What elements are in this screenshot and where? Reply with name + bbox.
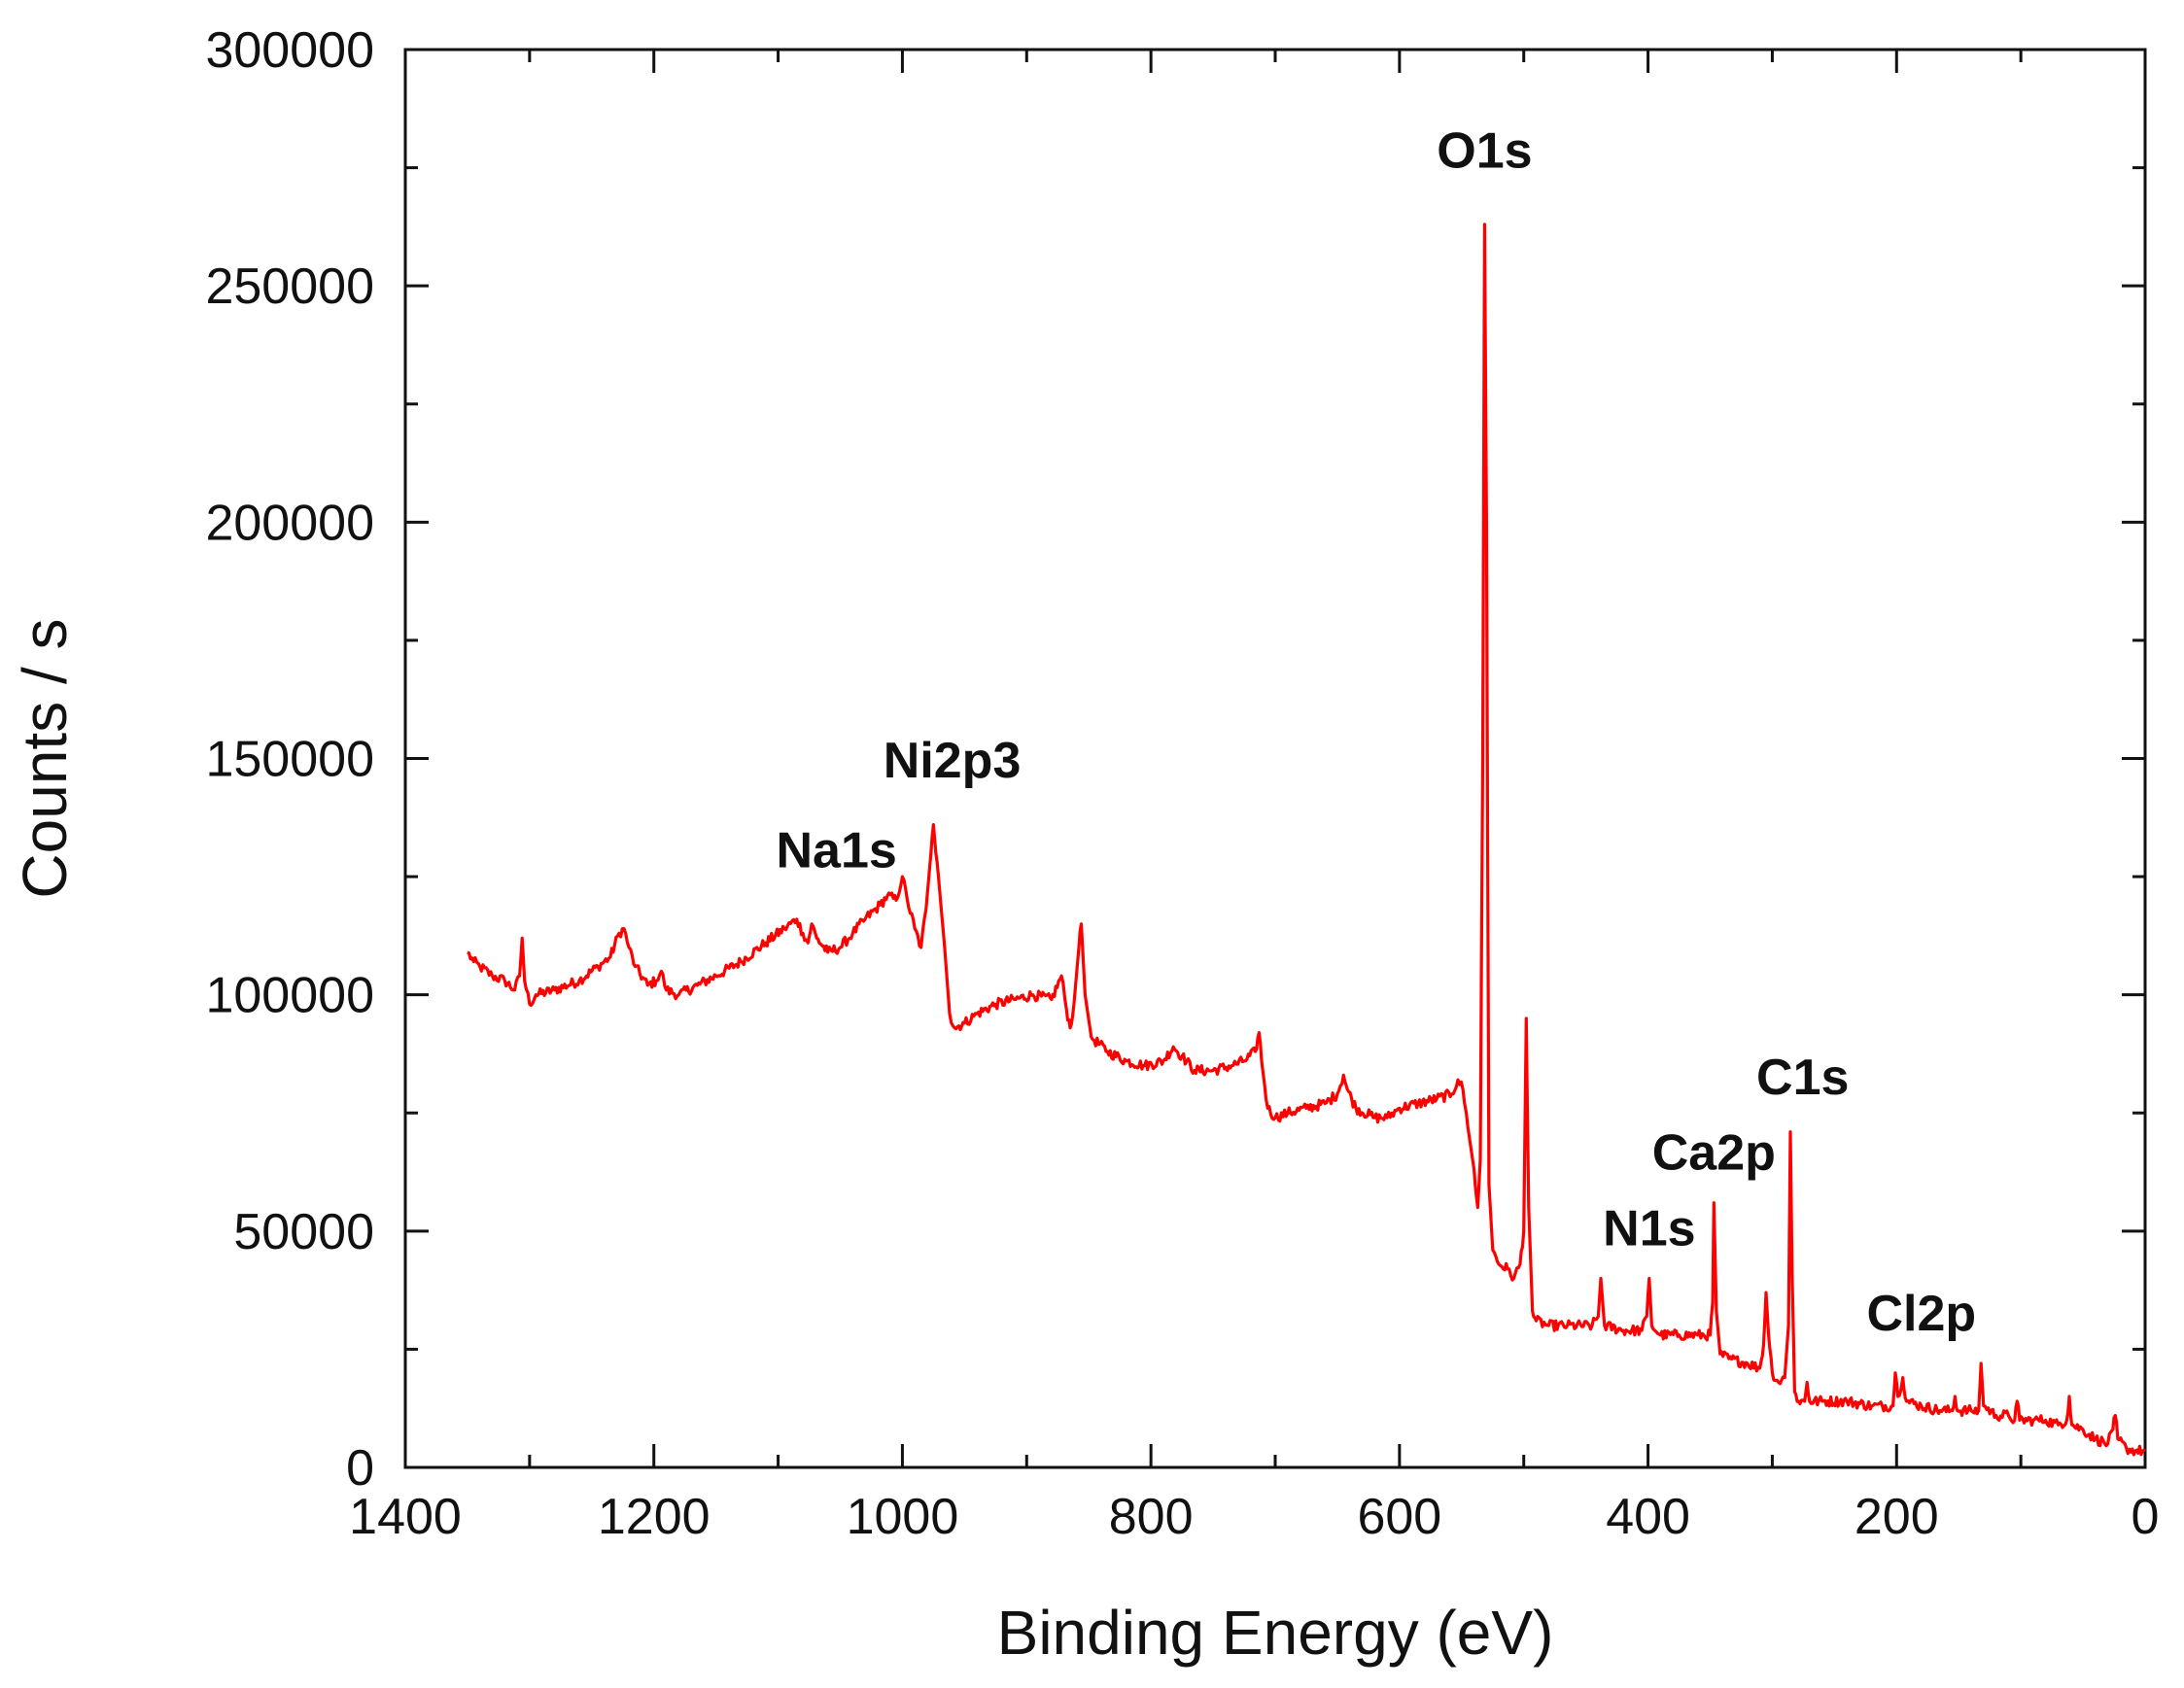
plot-border [403,48,2147,1469]
peak-label-o1s: O1s [1437,123,1532,180]
x-tick-label: 0 [2132,1489,2160,1545]
series-line-0 [467,223,2146,1457]
y-tick-label: 100000 [205,968,374,1024]
peak-label-ni2p3: Ni2p3 [884,733,1022,789]
peak-label-n1s: N1s [1603,1200,1695,1257]
y-tick-label: 200000 [205,495,374,551]
peak-label-na1s: Na1s [777,822,897,878]
x-axis-title: Binding Energy (eV) [997,1598,1554,1668]
y-tick-label: 300000 [205,22,374,79]
plot-frame [403,48,2147,1469]
y-tick-label: 150000 [205,732,374,788]
y-tick-label: 250000 [205,258,374,315]
series-layer [467,223,2146,1457]
peak-label-cl2p: Cl2p [1867,1286,1977,1342]
peak-annotations: O1s Ni2p3 Na1s C1s Ca2p N1s Cl2p [777,123,1977,1342]
x-tick-label: 400 [1606,1489,1690,1545]
x-tick-label: 1400 [349,1489,462,1545]
x-tick-label: 600 [1357,1489,1441,1545]
x-tick-label: 1000 [847,1489,959,1545]
y-axis-title: Counts / s [10,618,80,898]
y-tick-label: 0 [346,1440,374,1497]
y-tick-label: 50000 [233,1204,374,1260]
x-tick-label: 1200 [598,1489,711,1545]
peak-label-ca2p: Ca2p [1652,1125,1776,1182]
x-tick-label: 800 [1109,1489,1194,1545]
peak-label-c1s: C1s [1756,1050,1849,1106]
x-axis-ticks: 1400 1200 1000 800 600 400 200 0 [349,50,2159,1545]
y-axis-ticks: 0 50000 100000 150000 200000 250000 300000 [205,22,2145,1497]
x-tick-label: 200 [1855,1489,1939,1545]
